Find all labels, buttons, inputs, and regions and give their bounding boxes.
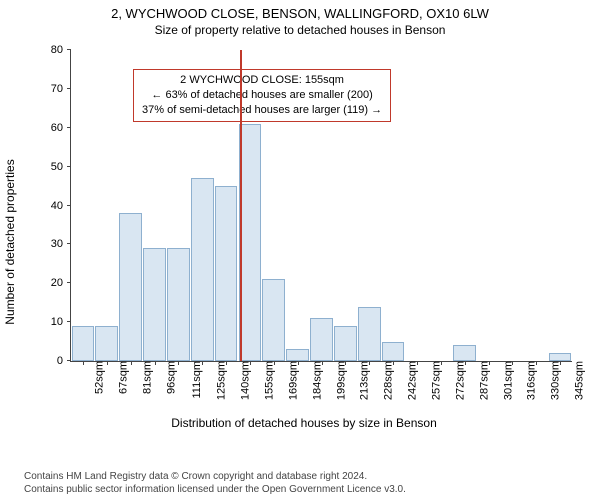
x-tick-mark	[417, 361, 418, 365]
annotation-line-2: ← 63% of detached houses are smaller (20…	[142, 88, 382, 103]
x-tick-mark	[560, 361, 561, 365]
annotation-line-1: 2 WYCHWOOD CLOSE: 155sqm	[142, 73, 382, 88]
x-tick-label: 213sqm	[359, 361, 371, 400]
x-tick-mark	[107, 361, 108, 365]
y-tick-label: 60	[33, 122, 63, 134]
x-tick-label: 67sqm	[117, 361, 129, 394]
x-tick-mark	[155, 361, 156, 365]
x-tick-mark	[393, 361, 394, 365]
x-tick-label: 316sqm	[526, 361, 538, 400]
page-title: 2, WYCHWOOD CLOSE, BENSON, WALLINGFORD, …	[0, 0, 600, 21]
x-tick-label: 257sqm	[430, 361, 442, 400]
y-tick-mark	[67, 49, 71, 50]
histogram-bar	[215, 186, 238, 361]
page-subtitle: Size of property relative to detached ho…	[0, 21, 600, 37]
histogram-bar	[453, 345, 476, 361]
x-tick-mark	[322, 361, 323, 365]
x-tick-label: 199sqm	[335, 361, 347, 400]
x-tick-mark	[226, 361, 227, 365]
x-tick-label: 330sqm	[550, 361, 562, 400]
x-tick-label: 242sqm	[407, 361, 419, 400]
x-tick-label: 96sqm	[165, 361, 177, 394]
x-tick-mark	[441, 361, 442, 365]
x-tick-mark	[250, 361, 251, 365]
x-tick-label: 184sqm	[311, 361, 323, 400]
x-tick-label: 345sqm	[574, 361, 586, 400]
y-tick-mark	[67, 166, 71, 167]
y-tick-label: 80	[33, 44, 63, 56]
histogram-bar	[382, 342, 405, 361]
x-tick-mark	[512, 361, 513, 365]
x-tick-mark	[131, 361, 132, 365]
y-tick-mark	[67, 360, 71, 361]
y-tick-mark	[67, 243, 71, 244]
y-tick-label: 70	[33, 83, 63, 95]
x-tick-label: 125sqm	[216, 361, 228, 400]
x-tick-mark	[536, 361, 537, 365]
y-tick-label: 0	[33, 355, 63, 367]
y-axis-label: Number of detached properties	[3, 159, 17, 324]
x-tick-label: 169sqm	[287, 361, 299, 400]
histogram-bar	[310, 318, 333, 361]
x-tick-label: 272sqm	[454, 361, 466, 400]
x-tick-mark	[369, 361, 370, 365]
histogram-bar	[167, 248, 190, 361]
histogram-bar	[286, 349, 309, 361]
y-tick-mark	[67, 282, 71, 283]
histogram-bar	[334, 326, 357, 361]
x-tick-label: 52sqm	[93, 361, 105, 394]
x-tick-label: 111sqm	[191, 361, 203, 399]
x-tick-label: 287sqm	[478, 361, 490, 400]
x-tick-mark	[274, 361, 275, 365]
plot-area: 2 WYCHWOOD CLOSE: 155sqm ← 63% of detach…	[70, 50, 572, 362]
x-tick-label: 81sqm	[141, 361, 153, 394]
x-tick-label: 155sqm	[263, 361, 275, 400]
y-tick-label: 50	[33, 161, 63, 173]
x-tick-mark	[345, 361, 346, 365]
x-tick-mark	[83, 361, 84, 365]
histogram-bar	[262, 279, 285, 361]
x-tick-mark	[178, 361, 179, 365]
x-tick-mark	[489, 361, 490, 365]
y-tick-label: 10	[33, 316, 63, 328]
y-tick-label: 40	[33, 200, 63, 212]
x-tick-label: 140sqm	[240, 361, 252, 400]
y-tick-mark	[67, 88, 71, 89]
histogram-bar	[95, 326, 118, 361]
x-axis-label: Distribution of detached houses by size …	[26, 416, 582, 430]
footer-line-1: Contains HM Land Registry data © Crown c…	[24, 470, 406, 483]
x-tick-mark	[202, 361, 203, 365]
x-tick-label: 301sqm	[502, 361, 514, 400]
histogram-bar	[143, 248, 166, 361]
footer-line-2: Contains public sector information licen…	[24, 483, 406, 496]
x-tick-mark	[465, 361, 466, 365]
annotation-line-3: 37% of semi-detached houses are larger (…	[142, 103, 382, 118]
footer-attribution: Contains HM Land Registry data © Crown c…	[24, 470, 406, 496]
histogram-bar	[358, 307, 381, 361]
chart-container: Number of detached properties 2 WYCHWOOD…	[26, 46, 582, 438]
y-tick-mark	[67, 127, 71, 128]
annotation-box: 2 WYCHWOOD CLOSE: 155sqm ← 63% of detach…	[133, 69, 391, 122]
y-tick-mark	[67, 321, 71, 322]
x-tick-label: 228sqm	[383, 361, 395, 400]
histogram-bar	[72, 326, 95, 361]
y-tick-label: 30	[33, 238, 63, 250]
histogram-bar	[549, 353, 572, 361]
x-tick-mark	[298, 361, 299, 365]
y-tick-label: 20	[33, 277, 63, 289]
histogram-bar	[191, 178, 214, 361]
histogram-bar	[119, 213, 142, 361]
marker-line	[240, 50, 242, 361]
y-tick-mark	[67, 205, 71, 206]
